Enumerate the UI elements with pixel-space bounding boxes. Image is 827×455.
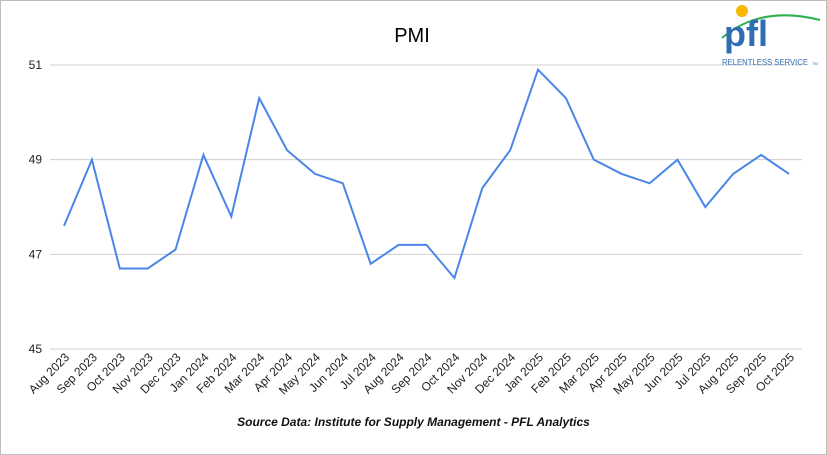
pfl-logo: pfl RELENTLESS SERVICE TM bbox=[721, 5, 821, 67]
logo-tm: TM bbox=[812, 61, 818, 66]
series-line-pmi bbox=[63, 67, 790, 281]
y-tick-label: 47 bbox=[29, 247, 43, 261]
logo-brand: pfl bbox=[724, 13, 768, 54]
logo-tagline: RELENTLESS SERVICE bbox=[722, 58, 808, 67]
y-tick-label: 49 bbox=[29, 153, 43, 167]
y-tick-label: 51 bbox=[29, 58, 43, 72]
y-tick-label: 45 bbox=[29, 342, 43, 356]
source-note: Source Data: Institute for Supply Manage… bbox=[237, 415, 590, 429]
chart-title: PMI bbox=[394, 25, 430, 47]
